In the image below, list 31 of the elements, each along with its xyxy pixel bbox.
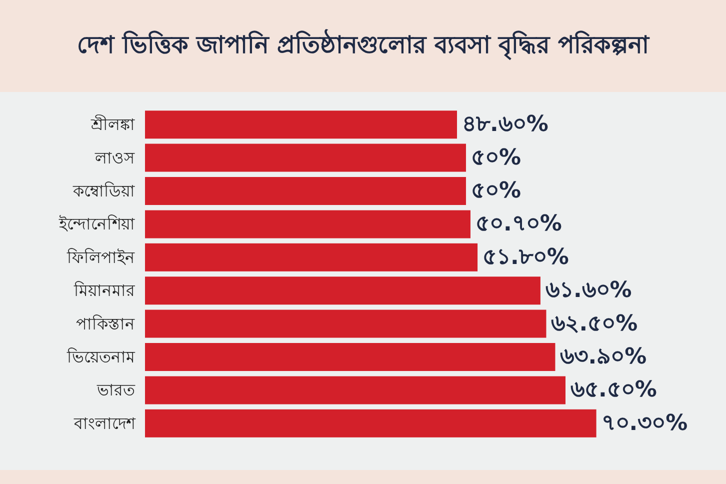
- y-tick-label: মিয়ানমার: [73, 281, 136, 300]
- bar: [145, 177, 466, 205]
- data-label: ৪৮.৬০%: [462, 112, 548, 138]
- data-label: ৬২.৫০%: [551, 311, 638, 336]
- y-tick-label: ইন্দোনেশিয়া: [58, 214, 135, 234]
- chart-title: দেশ ভিত্তিক জাপানি প্রতিষ্ঠানগুলোর ব্যবসা বৃদ্ধির পরিকল্পনা: [76, 29, 650, 61]
- y-tick-label: পাকিস্তান: [76, 314, 135, 334]
- data-label: ৫১.৮০%: [482, 244, 569, 270]
- data-label: ৬৫.৫০%: [570, 378, 657, 403]
- bar: [145, 243, 478, 272]
- bar: [145, 409, 596, 438]
- y-tick-label: ভিয়েতনাম: [66, 348, 136, 366]
- y-tick-label: কম্বোডিয়া: [72, 182, 135, 200]
- data-label: ৭০.৩০%: [601, 410, 688, 436]
- y-tick-label: বাংলাদেশ: [73, 414, 136, 433]
- bar: [145, 110, 457, 139]
- data-label: ৬১.৬০%: [545, 278, 632, 304]
- data-label: ৬৩.৯০%: [560, 344, 647, 370]
- data-label: ৫০.৭০%: [475, 212, 562, 237]
- y-tick-label: ফিলিপাইন: [66, 248, 135, 267]
- bar: [145, 310, 546, 338]
- bar: [145, 276, 540, 305]
- y-tick-label: ভারত: [96, 380, 136, 400]
- bar: [145, 376, 566, 404]
- bar: [145, 210, 470, 238]
- y-tick-label: শ্রীলঙ্কা: [90, 115, 135, 134]
- data-label: ৫০%: [470, 145, 522, 170]
- y-tick-label: লাওস: [94, 148, 135, 168]
- data-label: ৫০%: [470, 178, 522, 204]
- bar: [145, 343, 556, 371]
- bar: [145, 144, 466, 172]
